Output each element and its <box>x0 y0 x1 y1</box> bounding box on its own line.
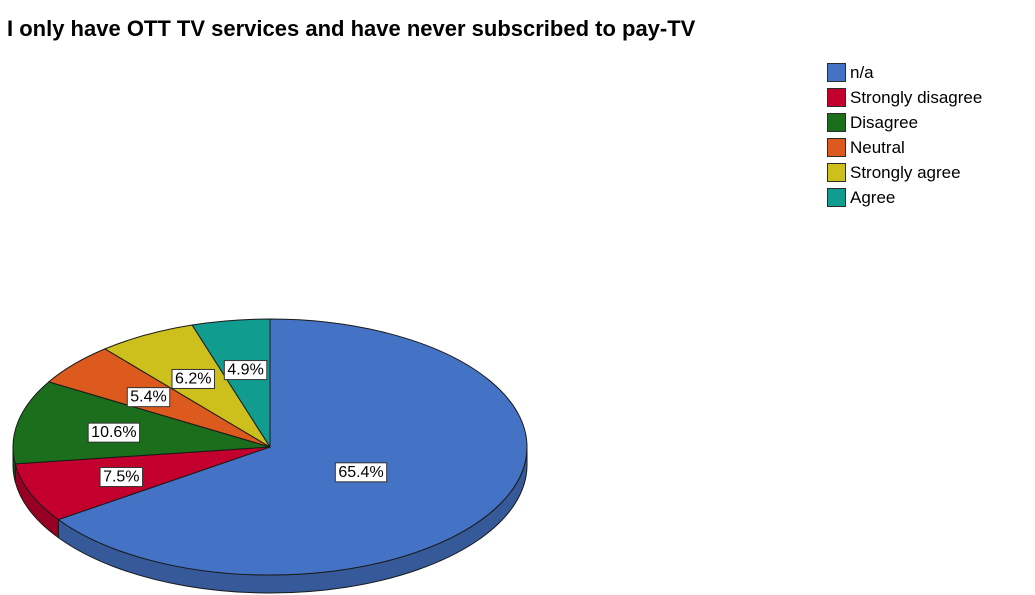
legend-item: Neutral <box>827 135 982 160</box>
legend-swatch <box>827 63 846 82</box>
data-label-box <box>87 422 141 443</box>
data-label: 10.6% <box>91 424 136 441</box>
legend-label: Agree <box>850 187 896 207</box>
legend-item: Agree <box>827 185 982 210</box>
data-label: 7.5% <box>103 469 139 486</box>
pie-slice <box>12 381 271 465</box>
pie-slice <box>191 318 271 449</box>
legend-swatch <box>827 188 846 207</box>
legend-label: n/a <box>850 62 874 82</box>
legend-item: Strongly agree <box>827 160 982 185</box>
chart-legend: n/a Strongly disagree Disagree Neutral Stron… <box>827 60 982 210</box>
legend-swatch <box>827 113 846 132</box>
legend-label: Strongly agree <box>850 162 961 182</box>
legend-swatch <box>827 138 846 157</box>
data-label: 6.2% <box>175 370 211 387</box>
legend-label: Disagree <box>850 112 919 132</box>
legend-label: Neutral <box>850 137 905 157</box>
legend-item: n/a <box>827 60 982 85</box>
pie-slice <box>57 318 528 576</box>
legend-item: Disagree <box>827 110 982 135</box>
legend-label: Strongly disagree <box>850 87 983 107</box>
data-label-box <box>99 467 144 488</box>
chart-title: I only have OTT TV services and have nev… <box>7 16 696 41</box>
data-label: 65.4% <box>338 464 383 481</box>
legend-swatch <box>827 88 846 107</box>
data-label: 4.9% <box>227 362 263 379</box>
data-label-box <box>334 462 388 483</box>
data-label-box <box>126 387 171 408</box>
data-label: 5.4% <box>130 389 166 406</box>
data-label-box <box>171 368 215 389</box>
legend-swatch <box>827 163 846 182</box>
data-label-box <box>223 360 268 381</box>
legend-item: Strongly disagree <box>827 85 982 110</box>
